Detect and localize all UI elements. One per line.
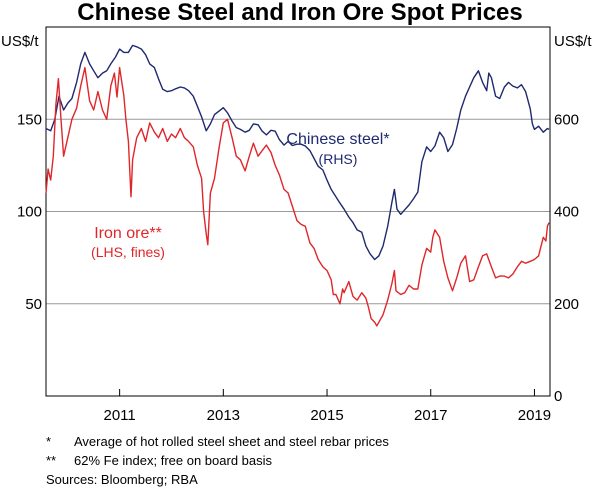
- series-label-chinese-steel: Chinese steel*: [286, 131, 389, 148]
- x-tick-label: 2015: [310, 407, 343, 424]
- left-axis-ticks: 50 100 150: [17, 111, 42, 313]
- right-tick-label: 400: [554, 204, 579, 221]
- x-tick-label: 2011: [103, 407, 135, 424]
- x-axis-ticks: 2011 2013 2015 2017 2019: [103, 389, 551, 424]
- series-line-iron-ore: [45, 66, 550, 327]
- sources: Sources: Bloomberg; RBA: [46, 472, 198, 487]
- x-tick-label: 2019: [518, 407, 551, 424]
- left-tick-label: 50: [25, 296, 42, 313]
- footnote-2-mark: **: [46, 453, 57, 468]
- gridlines: [46, 118, 550, 305]
- x-tick-label: 2013: [207, 407, 240, 424]
- footnote-1-text: Average of hot rolled steel sheet and st…: [74, 434, 389, 449]
- right-axis-ticks: 0 200 400 600: [554, 111, 579, 405]
- left-axis-unit: US$/t: [1, 33, 39, 50]
- right-axis-unit: US$/t: [554, 33, 592, 50]
- footnotes: * Average of hot rolled steel sheet and …: [46, 432, 389, 489]
- series-label-iron-ore: Iron ore**: [94, 225, 162, 242]
- right-tick-label: 600: [554, 111, 579, 128]
- footnote-2: ** 62% Fe index; free on board basis: [46, 451, 389, 470]
- footnote-1-mark: *: [46, 434, 52, 449]
- left-tick-label: 100: [17, 204, 42, 221]
- series-sublabel-chinese-steel: (RHS): [319, 151, 358, 167]
- plot-frame: [45, 26, 551, 397]
- series-sublabel-iron-ore: (LHS, fines): [91, 244, 165, 260]
- footnote-2-text: 62% Fe index; free on board basis: [74, 453, 273, 468]
- series-line-chinese-steel: [45, 44, 550, 261]
- x-tick-label: 2017: [414, 407, 447, 424]
- left-tick-label: 150: [17, 111, 42, 128]
- right-tick-label: 200: [554, 296, 579, 313]
- footnote-1: * Average of hot rolled steel sheet and …: [46, 432, 389, 451]
- chart-title: Chinese Steel and Iron Ore Spot Prices: [77, 0, 522, 26]
- right-tick-label: 0: [554, 388, 562, 405]
